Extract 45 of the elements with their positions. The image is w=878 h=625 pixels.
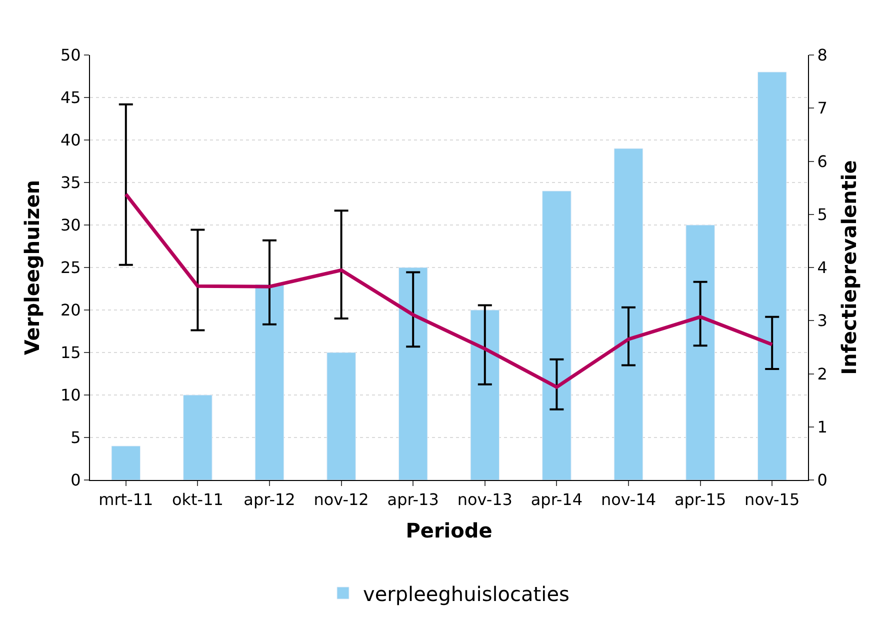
y2-tick-label: 8 xyxy=(817,46,828,65)
bar xyxy=(470,310,500,480)
y2-tick-label: 4 xyxy=(817,258,828,278)
y2-tick-label: 5 xyxy=(817,204,828,224)
y-tick-label: 45 xyxy=(60,88,81,108)
y-tick-label: 35 xyxy=(60,173,81,192)
y2-tick-label: 2 xyxy=(817,364,828,384)
x-tick-label: apr-12 xyxy=(244,490,296,510)
y-tick-label: 10 xyxy=(60,386,81,405)
bar xyxy=(398,267,428,480)
y2-tick-label: 6 xyxy=(817,152,828,171)
y2-tick-label: 3 xyxy=(817,311,828,330)
x-tick-label: apr-14 xyxy=(530,490,583,510)
y2-tick-label: 1 xyxy=(817,417,828,436)
line-series xyxy=(124,192,774,389)
x-axis-title: Periode xyxy=(406,518,492,543)
y-tick-label: 15 xyxy=(60,343,81,362)
y-tick-label: 0 xyxy=(70,470,81,490)
x-tick-label: nov-13 xyxy=(457,490,512,510)
y-tick-label: 40 xyxy=(60,130,81,150)
x-tick-label: nov-15 xyxy=(744,490,800,510)
bar xyxy=(111,446,141,480)
y-tick-label: 50 xyxy=(60,46,81,65)
x-tick-label: nov-12 xyxy=(314,490,369,510)
x-tick-label: mrt-11 xyxy=(98,490,154,510)
legend-label: verpleeghuislocaties xyxy=(363,582,570,606)
x-tick-label: nov-14 xyxy=(600,490,656,510)
bar xyxy=(757,72,787,480)
y2-axis-title: Infectieprevalentie xyxy=(836,160,861,375)
bar xyxy=(614,148,644,480)
x-tick-label: apr-15 xyxy=(674,490,726,510)
bar xyxy=(183,394,212,480)
y-axis-title: Verpleeghuizen xyxy=(20,180,44,356)
bar xyxy=(254,284,284,480)
x-tick-label: apr-13 xyxy=(387,490,439,510)
y-tick-label: 5 xyxy=(70,428,81,448)
y2-tick-label: 0 xyxy=(817,470,828,490)
y2-tick-label: 7 xyxy=(817,98,828,118)
bar xyxy=(542,190,572,480)
bar xyxy=(686,224,715,480)
y-tick-label: 25 xyxy=(60,258,81,278)
bar xyxy=(326,352,356,480)
x-tick-label: okt-11 xyxy=(172,490,224,510)
y-tick-label: 20 xyxy=(60,300,81,320)
y-tick-label: 30 xyxy=(60,216,81,235)
